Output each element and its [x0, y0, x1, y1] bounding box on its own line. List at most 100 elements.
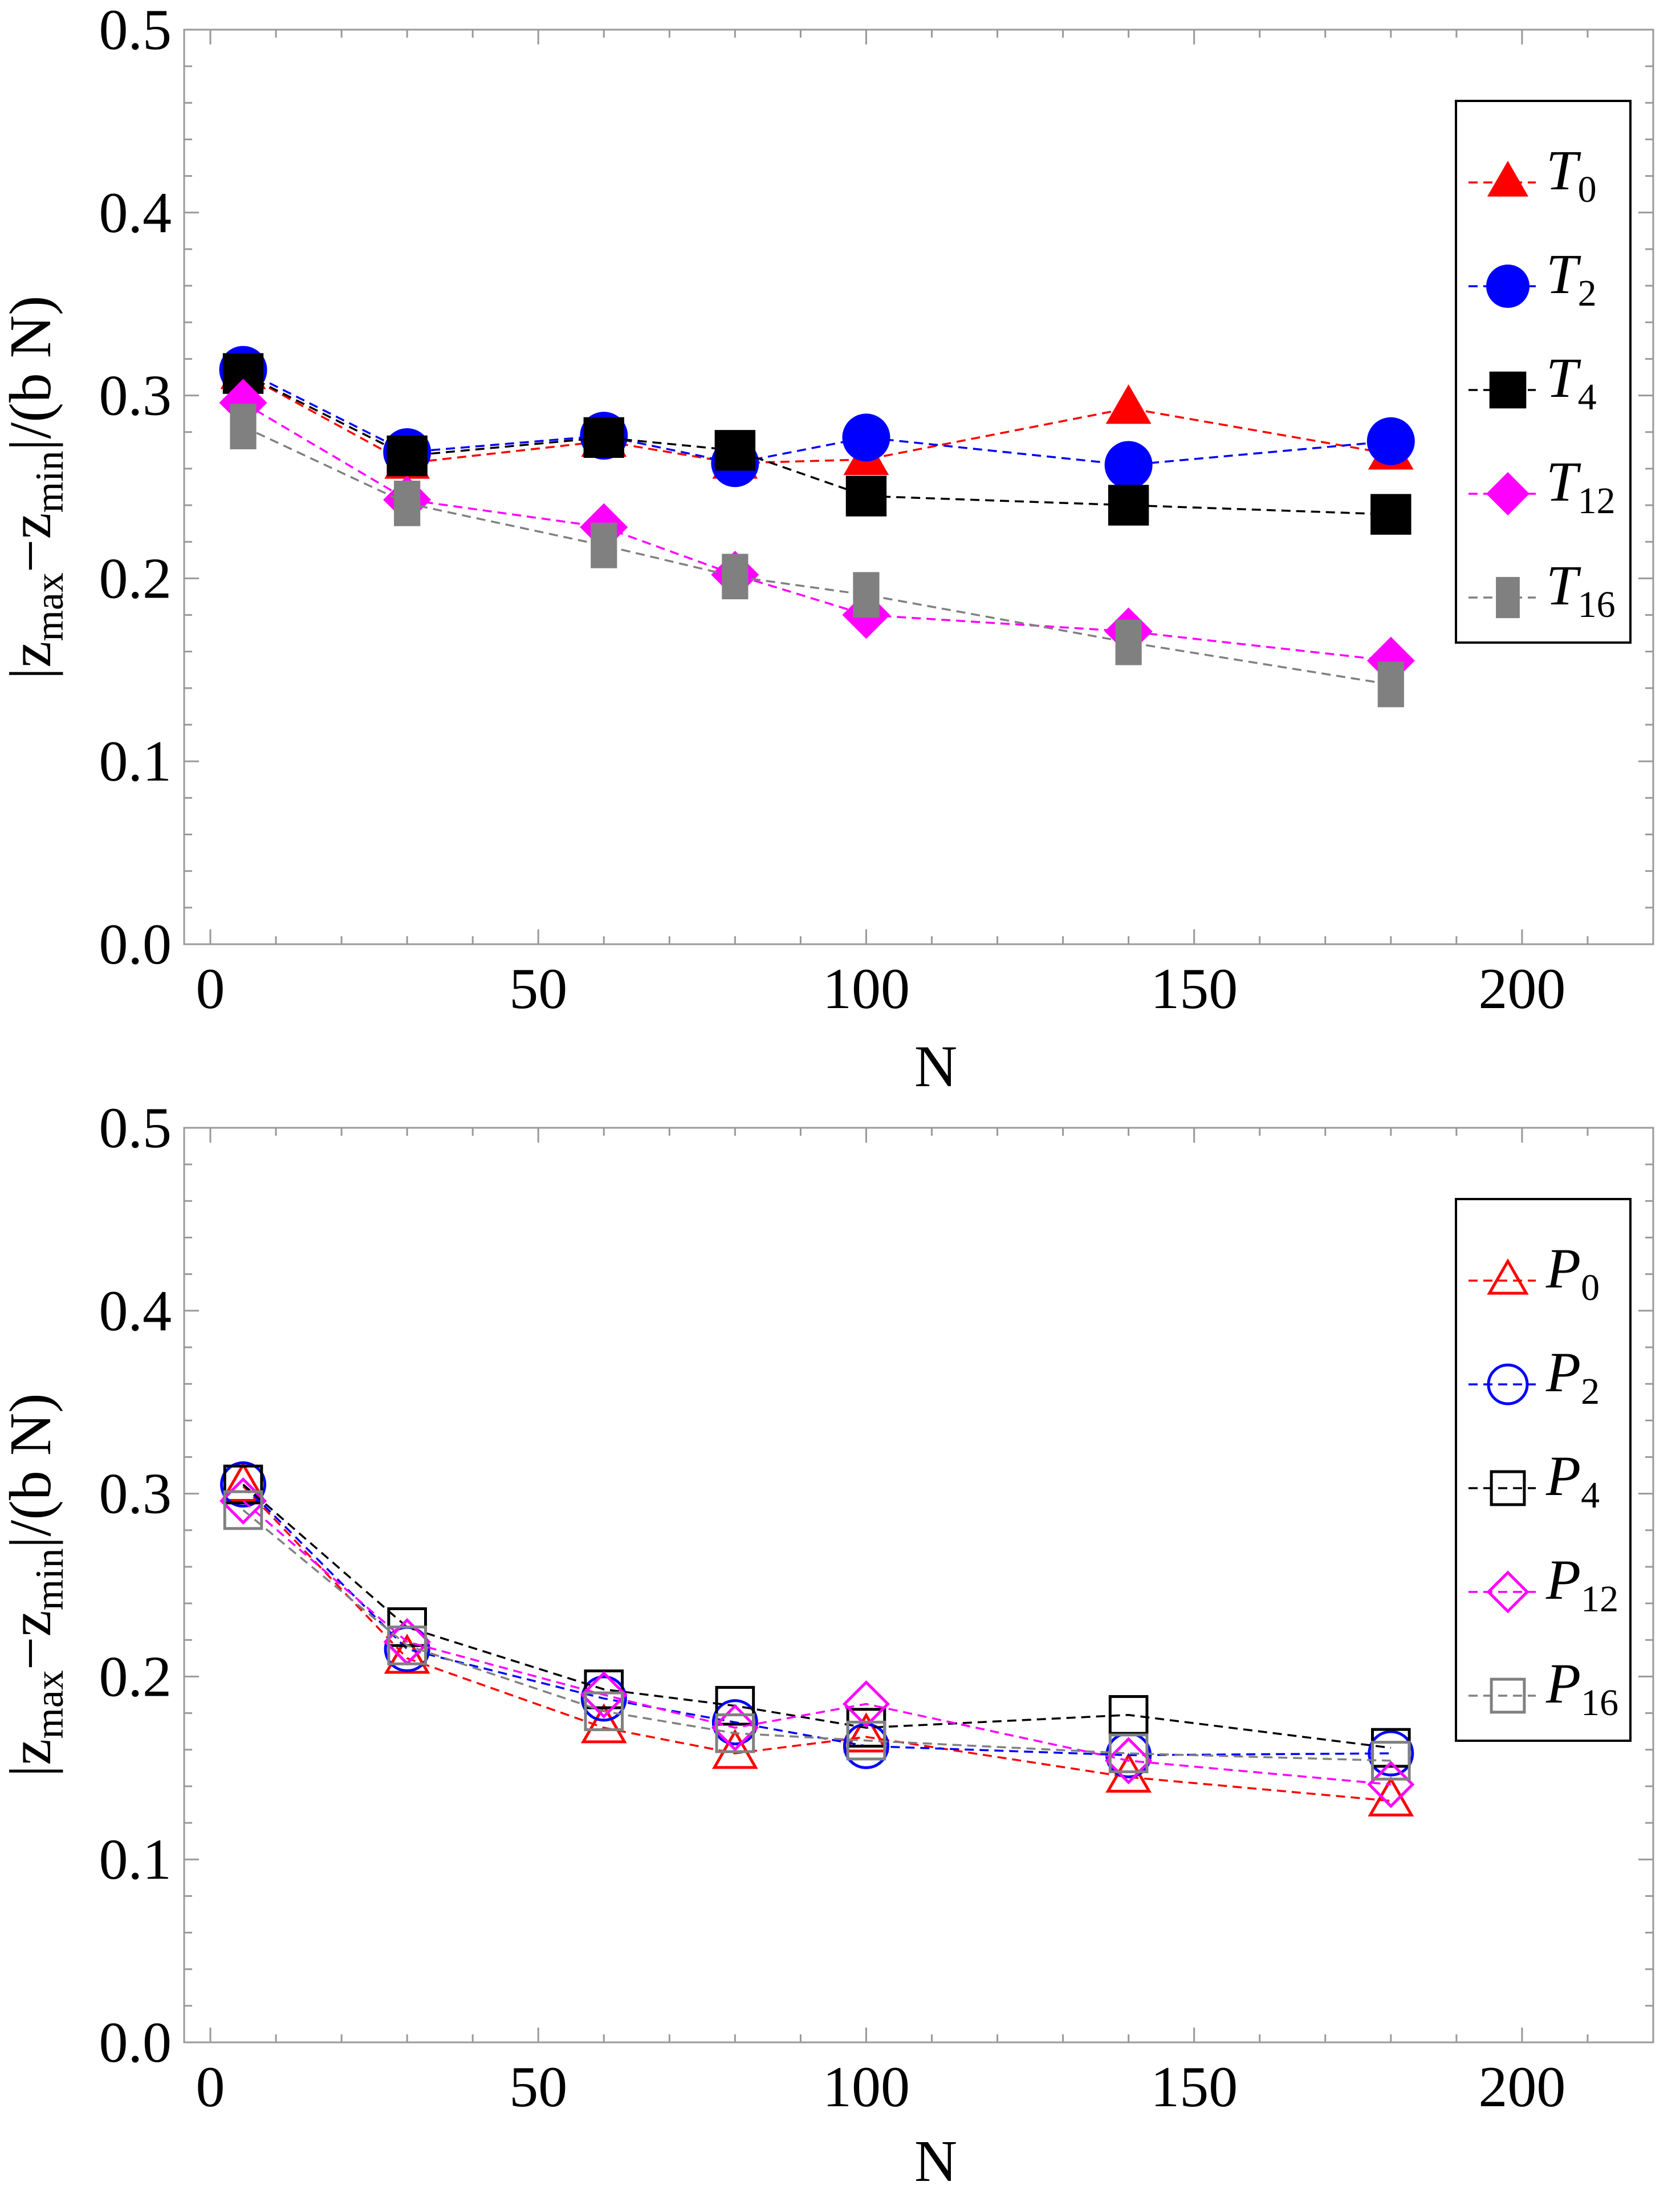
- legend-label-P12: P12: [1545, 1548, 1618, 1620]
- legend-label-P2: P2: [1545, 1340, 1600, 1412]
- data-point-T16: [1377, 661, 1404, 708]
- data-point-P12: [1367, 1761, 1415, 1809]
- legend-label-T4: T4: [1546, 346, 1597, 418]
- data-point-P12: [842, 1680, 890, 1728]
- data-point-P0: [843, 1712, 889, 1753]
- y-axis: 0.0 0.1 0.2 0.3 0.4 0.5: [99, 0, 1653, 977]
- legend-marker-T16: [1496, 576, 1520, 619]
- data-point-T16: [230, 404, 257, 450]
- y-tick-label: 0.4: [99, 1279, 172, 1343]
- legend-label-sub: 4: [1578, 376, 1597, 418]
- legend-label-base: T: [1546, 554, 1581, 617]
- data-point-P16: [1371, 1741, 1411, 1781]
- data-point-T4: [714, 430, 756, 471]
- y-axis-label-open: |z: [0, 641, 63, 680]
- x-tick-label: 150: [1150, 2055, 1238, 2119]
- data-point-T4: [583, 417, 624, 458]
- x-tick-label: 100: [823, 957, 910, 1021]
- legend-label-base: P: [1545, 1548, 1581, 1611]
- legend-marker-T12: [1486, 472, 1530, 515]
- data-point-T2: [1366, 417, 1415, 465]
- legend-label-base: P: [1545, 1652, 1581, 1715]
- legend-marker-P0: [1487, 1258, 1529, 1295]
- x-axis-label: N: [914, 2128, 957, 2194]
- legend-label-base: T: [1546, 139, 1581, 202]
- data-point-P0: [580, 1703, 627, 1744]
- data-point-P0: [1368, 1776, 1414, 1817]
- y-axis-label-sub2: min: [28, 1548, 72, 1610]
- legend-label-P0: P0: [1545, 1237, 1600, 1309]
- plot-frame: [183, 1127, 1654, 2044]
- series-line-P12: [242, 1500, 1391, 1786]
- data-point-P4: [715, 1685, 755, 1726]
- data-point-P16: [223, 1490, 263, 1530]
- legend-marker-P4: [1490, 1470, 1526, 1506]
- data-point-T2: [1104, 441, 1153, 489]
- data-point-P0: [711, 1729, 758, 1769]
- x-tick-label: 0: [196, 957, 225, 1021]
- legend-label-T12: T12: [1546, 450, 1616, 522]
- data-point-P16: [715, 1713, 755, 1753]
- data-point-T4: [1370, 494, 1411, 535]
- legend-label-base: P: [1545, 1237, 1581, 1300]
- data-point-P2: [1368, 1730, 1414, 1777]
- y-axis-label-sub2: min: [28, 450, 72, 513]
- legend-marker-T0: [1487, 161, 1529, 197]
- legend-label-T16: T16: [1546, 554, 1616, 625]
- legend-label-sub: 2: [1581, 1371, 1600, 1412]
- data-point-P12: [219, 1477, 267, 1525]
- x-tick-label: 50: [509, 957, 567, 1021]
- y-tick-label: 0.5: [99, 1096, 172, 1160]
- x-tick-label: 0: [196, 2055, 225, 2119]
- series-line-P4: [242, 1484, 1392, 1749]
- legend-label-sub: 12: [1578, 480, 1616, 522]
- series-line-P16: [242, 1509, 1391, 1762]
- y-axis: 0.0 0.1 0.2 0.3 0.4 0.5: [99, 1096, 1653, 2075]
- data-point-T16: [1115, 619, 1142, 665]
- chart-panel-bottom: 0 50 100 150 200 0.0 0.1 0.2 0.3 0.4 0.5 N |zmax−zmi…: [0, 1096, 1654, 2194]
- y-axis-label-minus: −z: [0, 1610, 63, 1670]
- legend-label-sub: 4: [1581, 1474, 1600, 1516]
- y-axis-label: |zmax−zmin|/(b N): [0, 295, 72, 679]
- data-point-P2: [580, 1675, 627, 1722]
- series-P16: [223, 1490, 1411, 1781]
- x-tick-label: 200: [1478, 2055, 1565, 2119]
- legend-label-sub: 0: [1581, 1267, 1600, 1309]
- series-P2: [220, 1461, 1414, 1778]
- data-point-P4: [1108, 1695, 1149, 1735]
- y-axis-label-open: |z: [0, 1739, 63, 1777]
- y-tick-label: 0.0: [99, 912, 172, 977]
- x-tick-label: 50: [509, 2055, 567, 2119]
- y-tick-label: 0.2: [99, 546, 172, 611]
- data-point-T16: [722, 554, 749, 600]
- series-T16: [230, 404, 1404, 708]
- x-axis: 0 50 100 150 200: [196, 30, 1654, 1021]
- y-axis-label-close: |/(b N): [0, 295, 63, 450]
- series-P4: [223, 1464, 1411, 1768]
- y-axis-label-minus: −z: [0, 513, 63, 572]
- chart-panel-top: 0 50 100 150 200 0.0 0.1 0.2 0.3 0.4 0.5 N |zmax−zmi…: [0, 0, 1654, 1099]
- data-point-P2: [711, 1699, 758, 1746]
- legend-label-sub: 2: [1578, 273, 1597, 314]
- legend-label-base: T: [1546, 450, 1581, 513]
- data-point-T4: [1108, 485, 1149, 526]
- plot-frame: [183, 29, 1654, 945]
- data-point-T16: [853, 572, 880, 618]
- legend-label-P16: P16: [1545, 1652, 1618, 1724]
- legend-marker-P12: [1486, 1570, 1530, 1614]
- data-point-T4: [845, 476, 887, 517]
- legend-label-base: T: [1546, 242, 1581, 306]
- legend-box: [1455, 100, 1632, 644]
- y-axis-label-sub1: max: [28, 1670, 72, 1739]
- legend-marker-P2: [1487, 1363, 1529, 1405]
- series-T12: [219, 379, 1415, 685]
- x-axis-label: N: [914, 1034, 957, 1099]
- x-tick-label: 200: [1478, 957, 1565, 1021]
- legend-marker-T4: [1489, 371, 1527, 409]
- legend-label-sub: 12: [1581, 1578, 1618, 1620]
- data-point-P12: [580, 1671, 628, 1719]
- y-tick-label: 0.3: [99, 364, 172, 428]
